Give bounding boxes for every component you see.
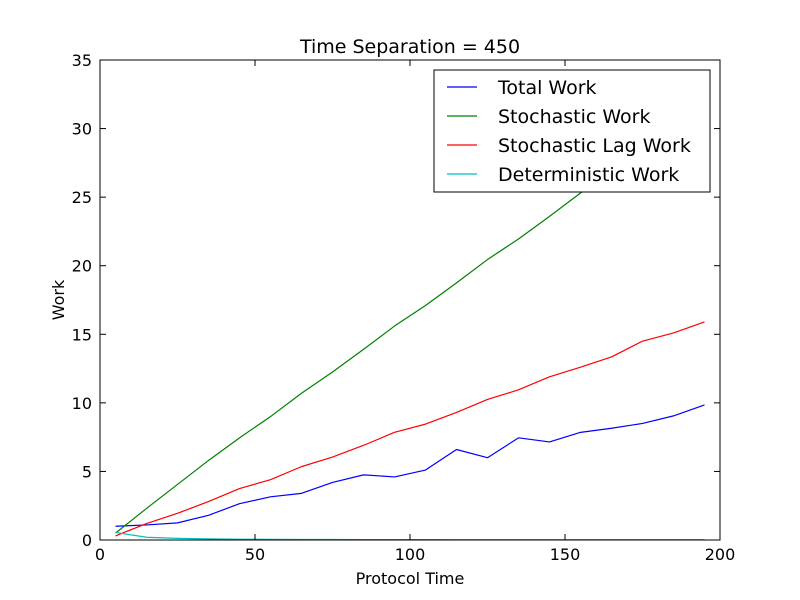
legend-label-total-work: Total Work (497, 77, 597, 99)
x-tick-label: 150 (550, 545, 581, 564)
y-tick-label: 35 (72, 51, 92, 70)
x-axis-label: Protocol Time (356, 569, 465, 588)
y-tick-label: 15 (72, 325, 92, 344)
y-tick-label: 30 (72, 120, 92, 139)
y-tick-label: 25 (72, 188, 92, 207)
y-tick-label: 10 (72, 394, 92, 413)
series-line-total-work (115, 404, 705, 527)
plot-area: 0 50 100 150 200 0 5 10 15 20 25 30 35 (72, 51, 736, 564)
chart-title: Time Separation = 450 (299, 36, 520, 58)
legend-box (433, 69, 711, 193)
y-tick-label: 20 (72, 257, 92, 276)
legend-label-stochastic-lag-work: Stochastic Lag Work (498, 135, 691, 157)
x-tick-label: 50 (245, 545, 265, 564)
y-axis-label: Work (49, 279, 68, 320)
ticks-layer: 0 50 100 150 200 0 5 10 15 20 25 30 35 (72, 51, 736, 564)
x-tick-label: 100 (395, 545, 426, 564)
legend: Total Work Stochastic Work Stochastic Lag … (433, 69, 711, 193)
series-line-stochastic-lag-work (115, 321, 705, 537)
x-tick-label: 0 (95, 545, 105, 564)
legend-label-stochastic-work: Stochastic Work (498, 106, 651, 128)
y-tick-label: 0 (82, 531, 92, 550)
legend-label-deterministic-work: Deterministic Work (498, 164, 679, 186)
y-tick-label: 5 (82, 462, 92, 481)
x-tick-label: 200 (705, 545, 736, 564)
